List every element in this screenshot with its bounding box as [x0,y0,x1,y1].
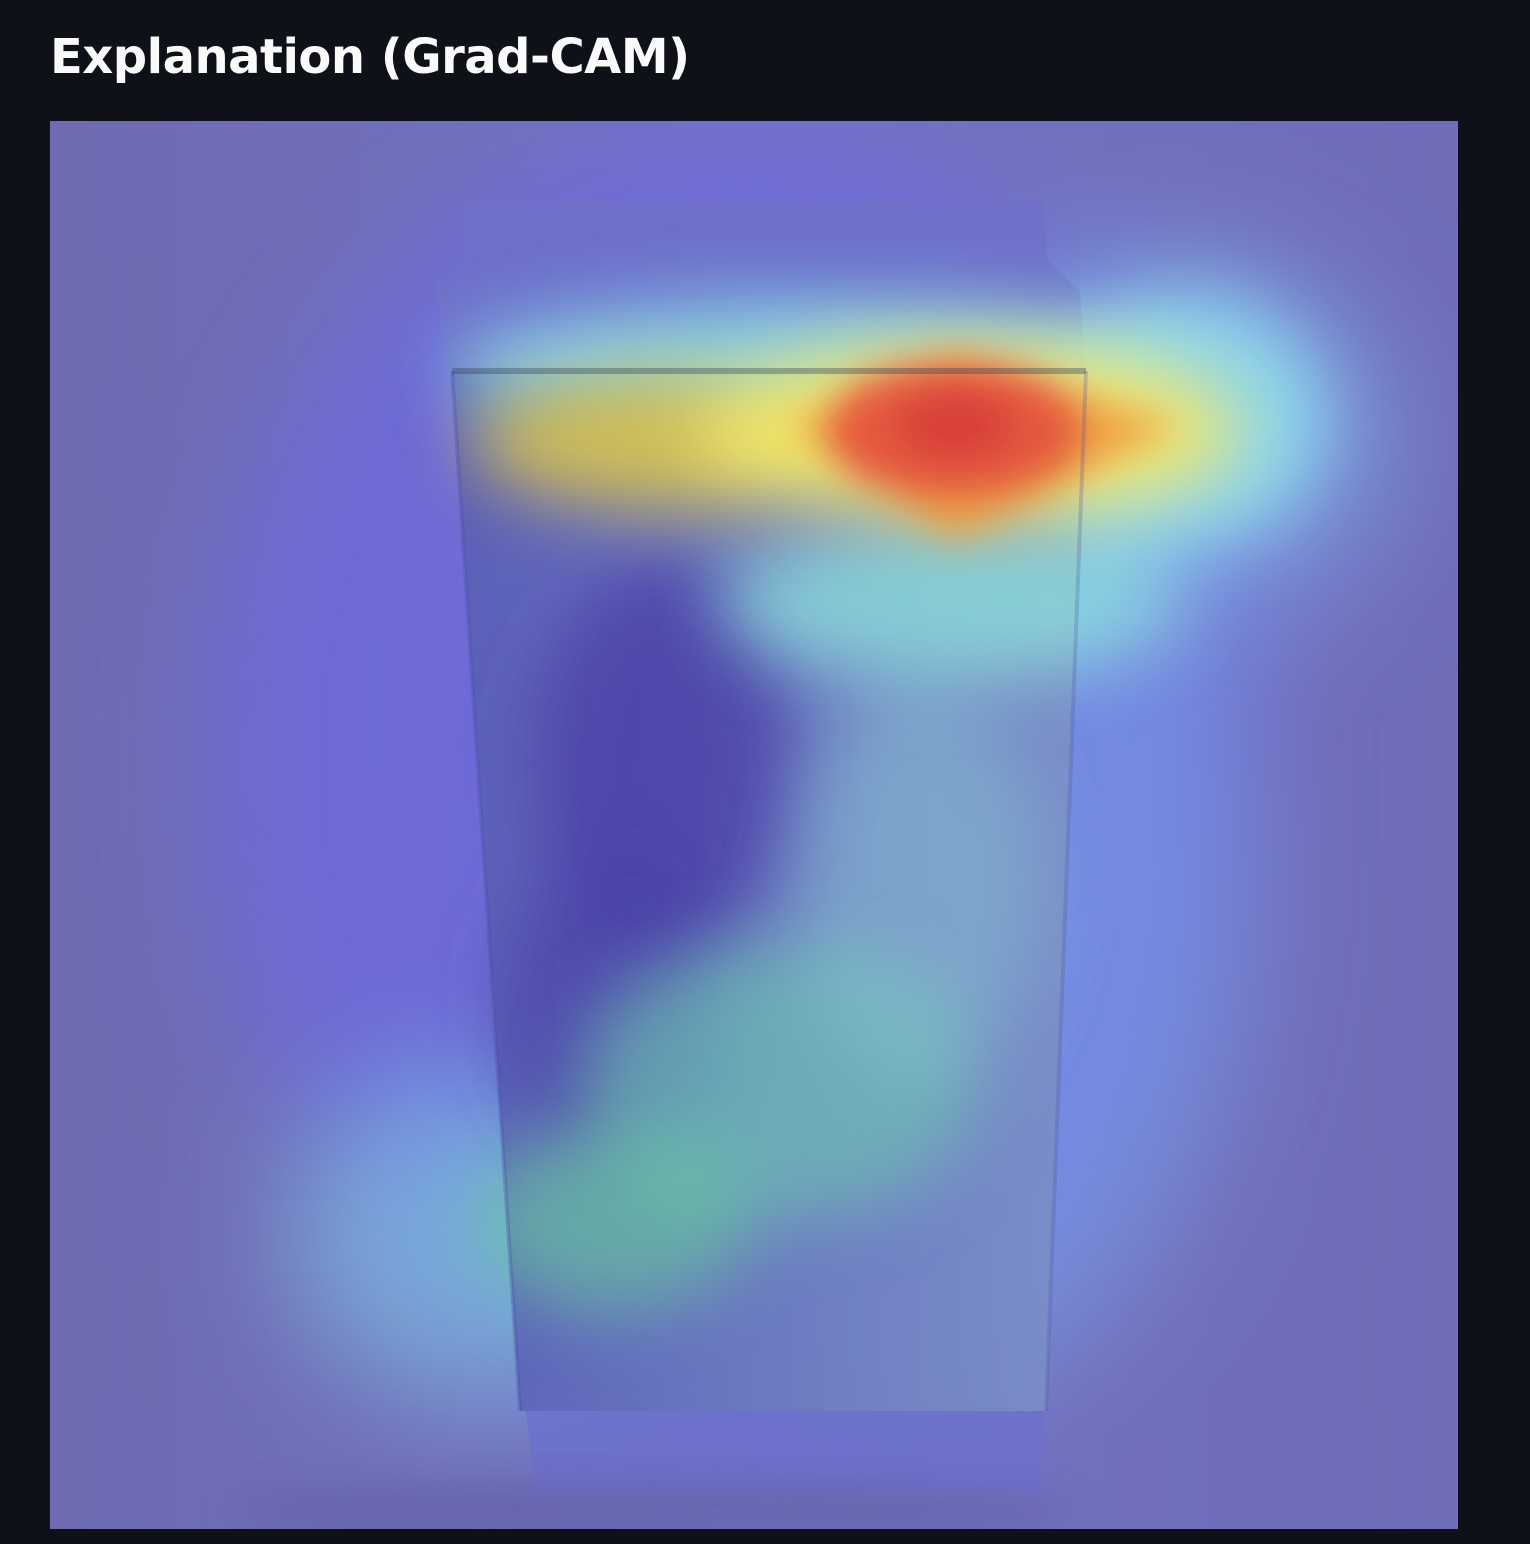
grad-cam-image [50,121,1458,1529]
heatmap-hotspot [790,351,1180,541]
cup-base [526,1411,1044,1491]
grad-cam-heatmap-overlay [50,121,1458,1529]
section-title: Explanation (Grad-CAM) [50,29,690,85]
